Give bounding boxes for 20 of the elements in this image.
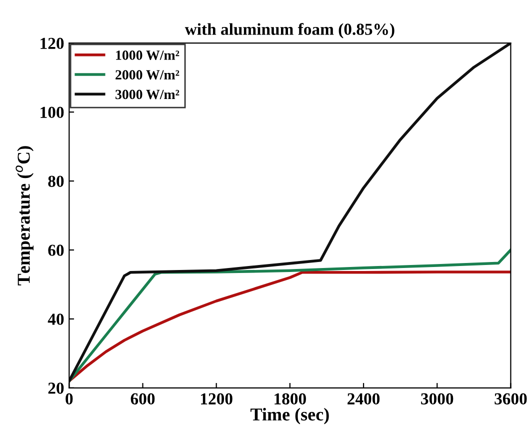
y-axis-title: Temperature ($^{o}$C) <box>16 146 34 286</box>
x-tick-label: 600 <box>130 393 155 404</box>
y-tick-label: 40 <box>48 314 64 325</box>
x-tick-label: 3000 <box>421 393 454 404</box>
y-tick-label: 60 <box>48 244 64 256</box>
x-tick-label: 1800 <box>274 393 306 404</box>
x-axis-title: Time (sec) <box>250 408 329 424</box>
x-tick-label: 2400 <box>348 393 380 404</box>
legend-label: 2000 W/m² <box>116 70 180 80</box>
legend-label: 1000 W/m² <box>116 50 180 60</box>
x-tick-label: 3600 <box>494 393 527 404</box>
y-tick-label: 80 <box>48 176 64 187</box>
chart-title: with aluminum foam (0.85%) <box>184 23 394 38</box>
y-tick-label: 120 <box>40 38 64 50</box>
y-tick-label: 20 <box>48 382 64 394</box>
legend-label: 3000 W/m² <box>116 90 180 100</box>
x-tick-label: 0 <box>66 393 73 404</box>
line-series <box>69 270 511 382</box>
x-tick-label: 1200 <box>201 393 232 404</box>
y-tick-label: 100 <box>40 106 64 118</box>
